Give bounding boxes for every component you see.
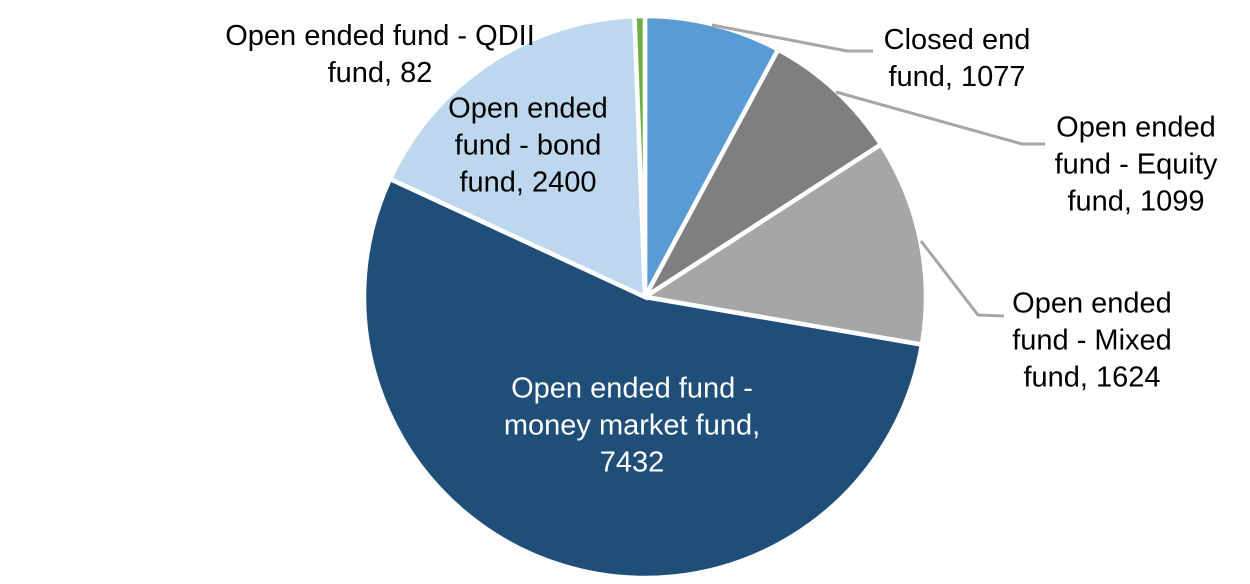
pie-slice-open-ended-money-market-fund xyxy=(361,175,925,581)
leader-line-open-ended-equity-fund xyxy=(835,90,1045,146)
pie-slice-open-ended-bond-fund xyxy=(387,13,648,301)
leader-line-open-ended-mixed-fund xyxy=(919,240,1005,318)
pie-slice-open-ended-mixed-fund xyxy=(638,141,929,348)
pie-slice-open-ended-equity-fund xyxy=(643,46,885,299)
leader-line-closed-end-fund xyxy=(711,23,873,53)
pie-slice-open-ended-qdii-fund xyxy=(632,13,648,298)
